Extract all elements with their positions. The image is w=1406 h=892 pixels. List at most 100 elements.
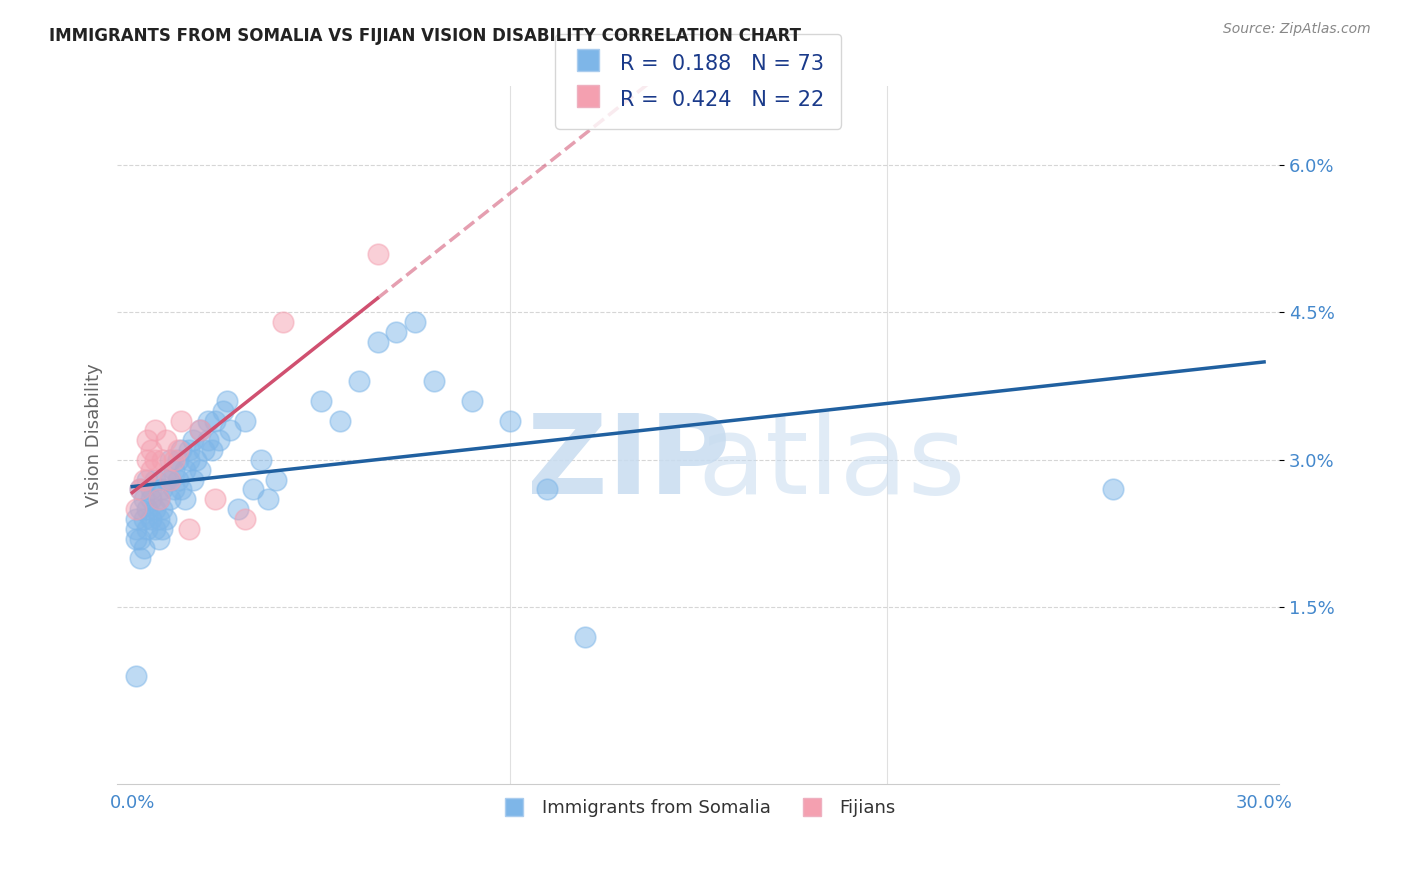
Point xyxy=(152,522,174,536)
Point xyxy=(152,483,174,497)
Legend: Immigrants from Somalia, Fijians: Immigrants from Somalia, Fijians xyxy=(494,792,903,824)
Point xyxy=(177,522,200,536)
Point xyxy=(536,483,558,497)
Point xyxy=(174,492,197,507)
Point xyxy=(143,424,166,438)
Point xyxy=(128,483,150,497)
Point xyxy=(186,453,208,467)
Point xyxy=(215,394,238,409)
Point xyxy=(125,522,148,536)
Point xyxy=(143,502,166,516)
Point xyxy=(159,453,181,467)
Point xyxy=(125,502,148,516)
Point xyxy=(197,414,219,428)
Point xyxy=(125,512,148,526)
Point xyxy=(155,473,177,487)
Point xyxy=(136,502,159,516)
Point xyxy=(235,414,257,428)
Point xyxy=(461,394,484,409)
Point xyxy=(188,424,211,438)
Point xyxy=(139,463,162,477)
Point xyxy=(235,512,257,526)
Point xyxy=(139,512,162,526)
Point xyxy=(148,532,170,546)
Text: ZIP: ZIP xyxy=(527,409,730,516)
Point xyxy=(159,473,181,487)
Text: atlas: atlas xyxy=(697,409,966,516)
Point xyxy=(128,532,150,546)
Y-axis label: Vision Disability: Vision Disability xyxy=(86,364,103,508)
Point xyxy=(170,414,193,428)
Point xyxy=(181,434,204,448)
Point xyxy=(208,434,231,448)
Point xyxy=(498,414,520,428)
Point xyxy=(309,394,332,409)
Point xyxy=(128,502,150,516)
Point xyxy=(188,424,211,438)
Point xyxy=(163,463,186,477)
Point xyxy=(136,434,159,448)
Point xyxy=(125,532,148,546)
Point xyxy=(128,551,150,566)
Point xyxy=(159,492,181,507)
Point xyxy=(132,512,155,526)
Point xyxy=(155,512,177,526)
Point xyxy=(136,453,159,467)
Point xyxy=(166,443,188,458)
Point xyxy=(200,443,222,458)
Point xyxy=(152,502,174,516)
Point xyxy=(152,453,174,467)
Point xyxy=(132,541,155,556)
Point xyxy=(404,315,426,329)
Text: Source: ZipAtlas.com: Source: ZipAtlas.com xyxy=(1223,22,1371,37)
Point xyxy=(132,492,155,507)
Point xyxy=(211,404,233,418)
Point xyxy=(204,414,226,428)
Point xyxy=(242,483,264,497)
Point xyxy=(249,453,271,467)
Point xyxy=(159,473,181,487)
Point xyxy=(188,463,211,477)
Point xyxy=(193,443,215,458)
Point xyxy=(163,483,186,497)
Point xyxy=(166,453,188,467)
Point xyxy=(136,522,159,536)
Point xyxy=(148,492,170,507)
Point xyxy=(125,669,148,683)
Point xyxy=(264,473,287,487)
Point xyxy=(143,473,166,487)
Point xyxy=(155,434,177,448)
Point xyxy=(423,374,446,388)
Text: IMMIGRANTS FROM SOMALIA VS FIJIAN VISION DISABILITY CORRELATION CHART: IMMIGRANTS FROM SOMALIA VS FIJIAN VISION… xyxy=(49,27,801,45)
Point xyxy=(139,492,162,507)
Point xyxy=(163,453,186,467)
Point xyxy=(574,630,596,644)
Point xyxy=(132,473,155,487)
Point xyxy=(143,453,166,467)
Point xyxy=(257,492,280,507)
Point xyxy=(166,473,188,487)
Point xyxy=(204,492,226,507)
Point xyxy=(271,315,294,329)
Point xyxy=(329,414,352,428)
Point xyxy=(1102,483,1125,497)
Point xyxy=(385,325,408,339)
Point xyxy=(136,473,159,487)
Point xyxy=(139,483,162,497)
Point xyxy=(181,473,204,487)
Point xyxy=(197,434,219,448)
Point xyxy=(174,463,197,477)
Point xyxy=(226,502,249,516)
Point xyxy=(139,443,162,458)
Point xyxy=(143,522,166,536)
Point xyxy=(366,246,388,260)
Point xyxy=(170,443,193,458)
Point xyxy=(366,334,388,349)
Point xyxy=(347,374,370,388)
Point xyxy=(219,424,242,438)
Point xyxy=(148,512,170,526)
Point xyxy=(177,443,200,458)
Point xyxy=(170,483,193,497)
Point xyxy=(128,483,150,497)
Point xyxy=(148,492,170,507)
